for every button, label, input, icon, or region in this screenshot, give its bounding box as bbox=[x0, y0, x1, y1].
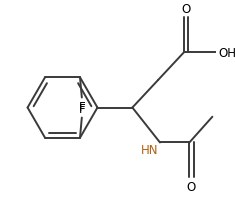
Text: F: F bbox=[78, 102, 85, 115]
Text: HN: HN bbox=[141, 144, 158, 157]
Text: F: F bbox=[78, 101, 85, 114]
Text: OH: OH bbox=[218, 47, 235, 60]
Text: O: O bbox=[181, 3, 190, 16]
Text: O: O bbox=[187, 180, 196, 193]
